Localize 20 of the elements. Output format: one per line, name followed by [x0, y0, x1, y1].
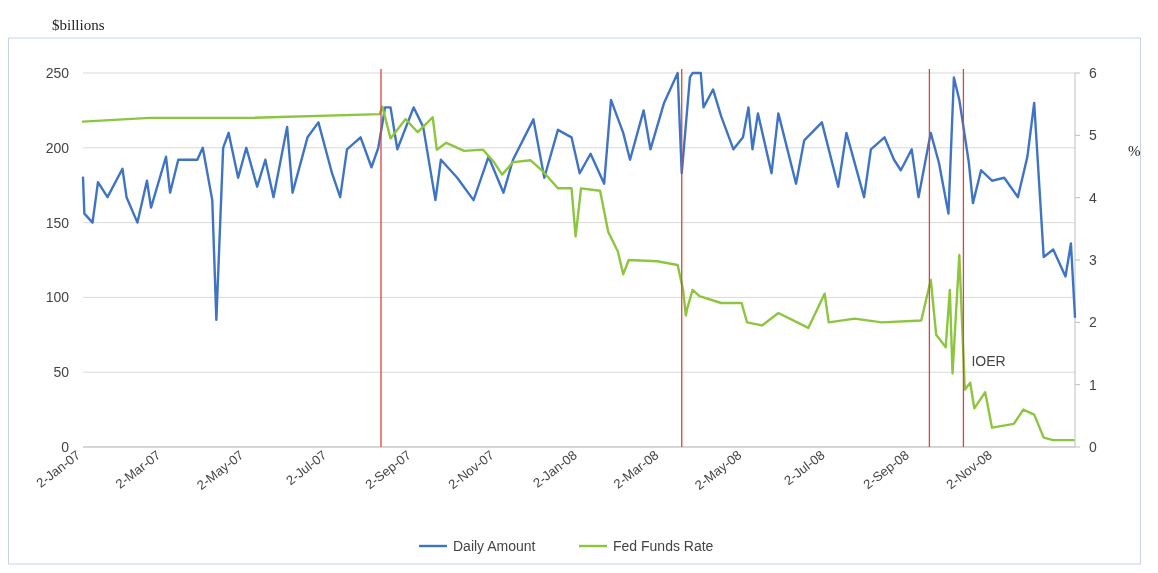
line-series [81, 71, 1077, 322]
y2-tick-label: 5 [1089, 127, 1097, 144]
y-tick-label: 50 [53, 364, 70, 381]
y-tick-label: 0 [61, 438, 70, 455]
y2-tick-label: 2 [1089, 314, 1097, 331]
y2-axis-title: % [1128, 143, 1141, 159]
y2-tick-label: 1 [1089, 376, 1097, 393]
y-axis-title: $billions [52, 17, 105, 33]
y2-tick-label: 6 [1089, 64, 1097, 81]
y-tick-label: 250 [45, 64, 70, 81]
y-tick-label: 100 [45, 289, 70, 306]
legend-label: Fed Funds Rate [613, 537, 714, 554]
y2-tick-label: 4 [1089, 189, 1097, 206]
y-tick-label: 150 [45, 214, 70, 231]
y2-tick-label: 3 [1089, 251, 1097, 268]
legend-label: Daily Amount [453, 537, 536, 554]
y-tick-label: 200 [45, 139, 70, 156]
line-series [81, 105, 1075, 442]
ref-line-label: IOER [971, 352, 1006, 369]
y2-tick-label: 0 [1089, 438, 1097, 455]
